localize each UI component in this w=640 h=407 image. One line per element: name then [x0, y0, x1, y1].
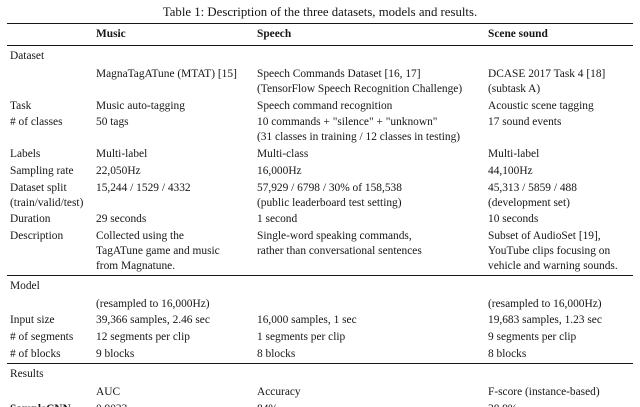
header-row: Music Speech Scene sound	[7, 23, 633, 47]
row-label: Task	[10, 99, 32, 112]
row-label: # of segments	[10, 331, 74, 344]
cell-scene: 9 segments per clip	[488, 331, 577, 344]
cell-scene: DCASE 2017 Task 4 [18] (subtask A)	[488, 68, 606, 95]
row-label: Duration	[10, 213, 51, 226]
cell-scene: F-score (instance-based)	[488, 385, 600, 398]
row-num-classes: # of classes 50 tags 10 commands + "sile…	[7, 114, 633, 146]
section-title-model: Model	[7, 274, 633, 296]
cell-music: (resampled to 16,000Hz)	[96, 297, 210, 310]
cell-speech: Single-word speaking commands, rather th…	[257, 230, 422, 258]
cell-speech: 8 blocks	[257, 348, 296, 361]
row-label: Labels	[10, 148, 41, 161]
cell-speech: 1 second	[257, 213, 298, 226]
section-title-dataset: Dataset	[10, 50, 45, 63]
row-label	[7, 296, 96, 313]
datasets-table: Music Speech Scene sound Dataset MagnaTa…	[7, 23, 633, 407]
row-label	[7, 384, 96, 401]
row-label: Dataset split (train/valid/test)	[10, 181, 84, 209]
cell-scene: Multi-label	[488, 148, 540, 161]
cell-scene: 17 sound events	[488, 116, 562, 129]
header-empty-cell	[7, 23, 96, 47]
row-labels: Labels Multi-label Multi-class Multi-lab…	[7, 146, 633, 163]
cell-scene: 19,683 samples, 1.23 sec	[488, 314, 602, 327]
column-header-music: Music	[96, 23, 257, 47]
row-samplecnn: SampleCNN 0.9033 84% 38.9%	[7, 401, 633, 407]
cell-music: 0.9033	[96, 401, 257, 407]
row-input-size: Input size 39,366 samples, 2.46 sec 16,0…	[7, 312, 633, 329]
row-duration: Duration 29 seconds 1 second 10 seconds	[7, 211, 633, 228]
cell-music: Collected using the TagATune game and mu…	[96, 230, 220, 272]
cell-speech: 16,000 samples, 1 sec	[257, 314, 357, 327]
row-label: # of blocks	[10, 348, 61, 361]
column-header-scene-sound: Scene sound	[488, 23, 633, 47]
cell-music: AUC	[96, 385, 121, 398]
row-task: Task Music auto-tagging Speech command r…	[7, 98, 633, 115]
cell-music: Music auto-tagging	[96, 99, 185, 112]
cell-speech: 84%	[257, 401, 488, 407]
column-header-speech: Speech	[257, 23, 488, 47]
row-num-blocks: # of blocks 9 blocks 8 blocks 8 blocks	[7, 346, 633, 363]
cell-speech: Speech Commands Dataset [16, 17] (Tensor…	[257, 68, 463, 95]
section-header-results: Results	[7, 362, 633, 384]
row-dataset-split: Dataset split (train/valid/test) 15,244 …	[7, 180, 633, 212]
cell-scene: 45,313 / 5859 / 488 (development set)	[488, 181, 577, 209]
cell-music: 22,050Hz	[96, 164, 141, 177]
row-label: Sampling rate	[10, 164, 74, 177]
section-header-model: Model	[7, 274, 633, 296]
cell-music: 29 seconds	[96, 213, 147, 226]
cell-scene: 44,100Hz	[488, 164, 533, 177]
cell-scene: Acoustic scene tagging	[488, 99, 594, 112]
cell-scene: 10 seconds	[488, 213, 539, 226]
row-num-segments: # of segments 12 segments per clip 1 seg…	[7, 329, 633, 346]
row-label: # of classes	[10, 116, 63, 129]
cell-scene: 8 blocks	[488, 348, 527, 361]
cell-speech: 1 segments per clip	[257, 331, 346, 344]
row-label: SampleCNN	[7, 401, 96, 407]
row-dataset-name: MagnaTagATune (MTAT) [15] Speech Command…	[7, 66, 633, 98]
cell-music: MagnaTagATune (MTAT) [15]	[96, 68, 237, 80]
cell-speech: Speech command recognition	[257, 99, 393, 112]
cell-speech: Multi-class	[257, 148, 309, 161]
cell-speech: 57,929 / 6798 / 30% of 158,538 (public l…	[257, 181, 402, 209]
row-sampling-rate: Sampling rate 22,050Hz 16,000Hz 44,100Hz	[7, 163, 633, 180]
cell-music: 15,244 / 1529 / 4332	[96, 181, 191, 194]
row-metric-names: AUC Accuracy F-score (instance-based)	[7, 384, 633, 401]
cell-music: 50 tags	[96, 116, 129, 129]
cell-scene: 38.9%	[488, 401, 633, 407]
row-label: Input size	[10, 314, 55, 327]
section-header-dataset: Dataset	[7, 46, 633, 66]
cell-speech: 10 commands + "silence" + "unknown" (31 …	[257, 116, 461, 144]
cell-music: 9 blocks	[96, 348, 135, 361]
section-title-results: Results	[7, 362, 633, 384]
row-description: Description Collected using the TagATune…	[7, 228, 633, 275]
row-label	[7, 66, 96, 98]
row-resampled: (resampled to 16,000Hz) (resampled to 16…	[7, 296, 633, 313]
cell-speech: Accuracy	[257, 385, 301, 398]
cell-music: Multi-label	[96, 148, 148, 161]
cell-speech: 16,000Hz	[257, 164, 302, 177]
cell-speech	[257, 296, 488, 313]
row-label: Description	[10, 230, 64, 243]
cell-music: 39,366 samples, 2.46 sec	[96, 314, 210, 327]
cell-scene: (resampled to 16,000Hz)	[488, 297, 602, 310]
table-caption: Table 1: Description of the three datase…	[162, 5, 478, 19]
cell-scene: Subset of AudioSet [19], YouTube clips f…	[488, 230, 618, 272]
cell-music: 12 segments per clip	[96, 331, 190, 344]
